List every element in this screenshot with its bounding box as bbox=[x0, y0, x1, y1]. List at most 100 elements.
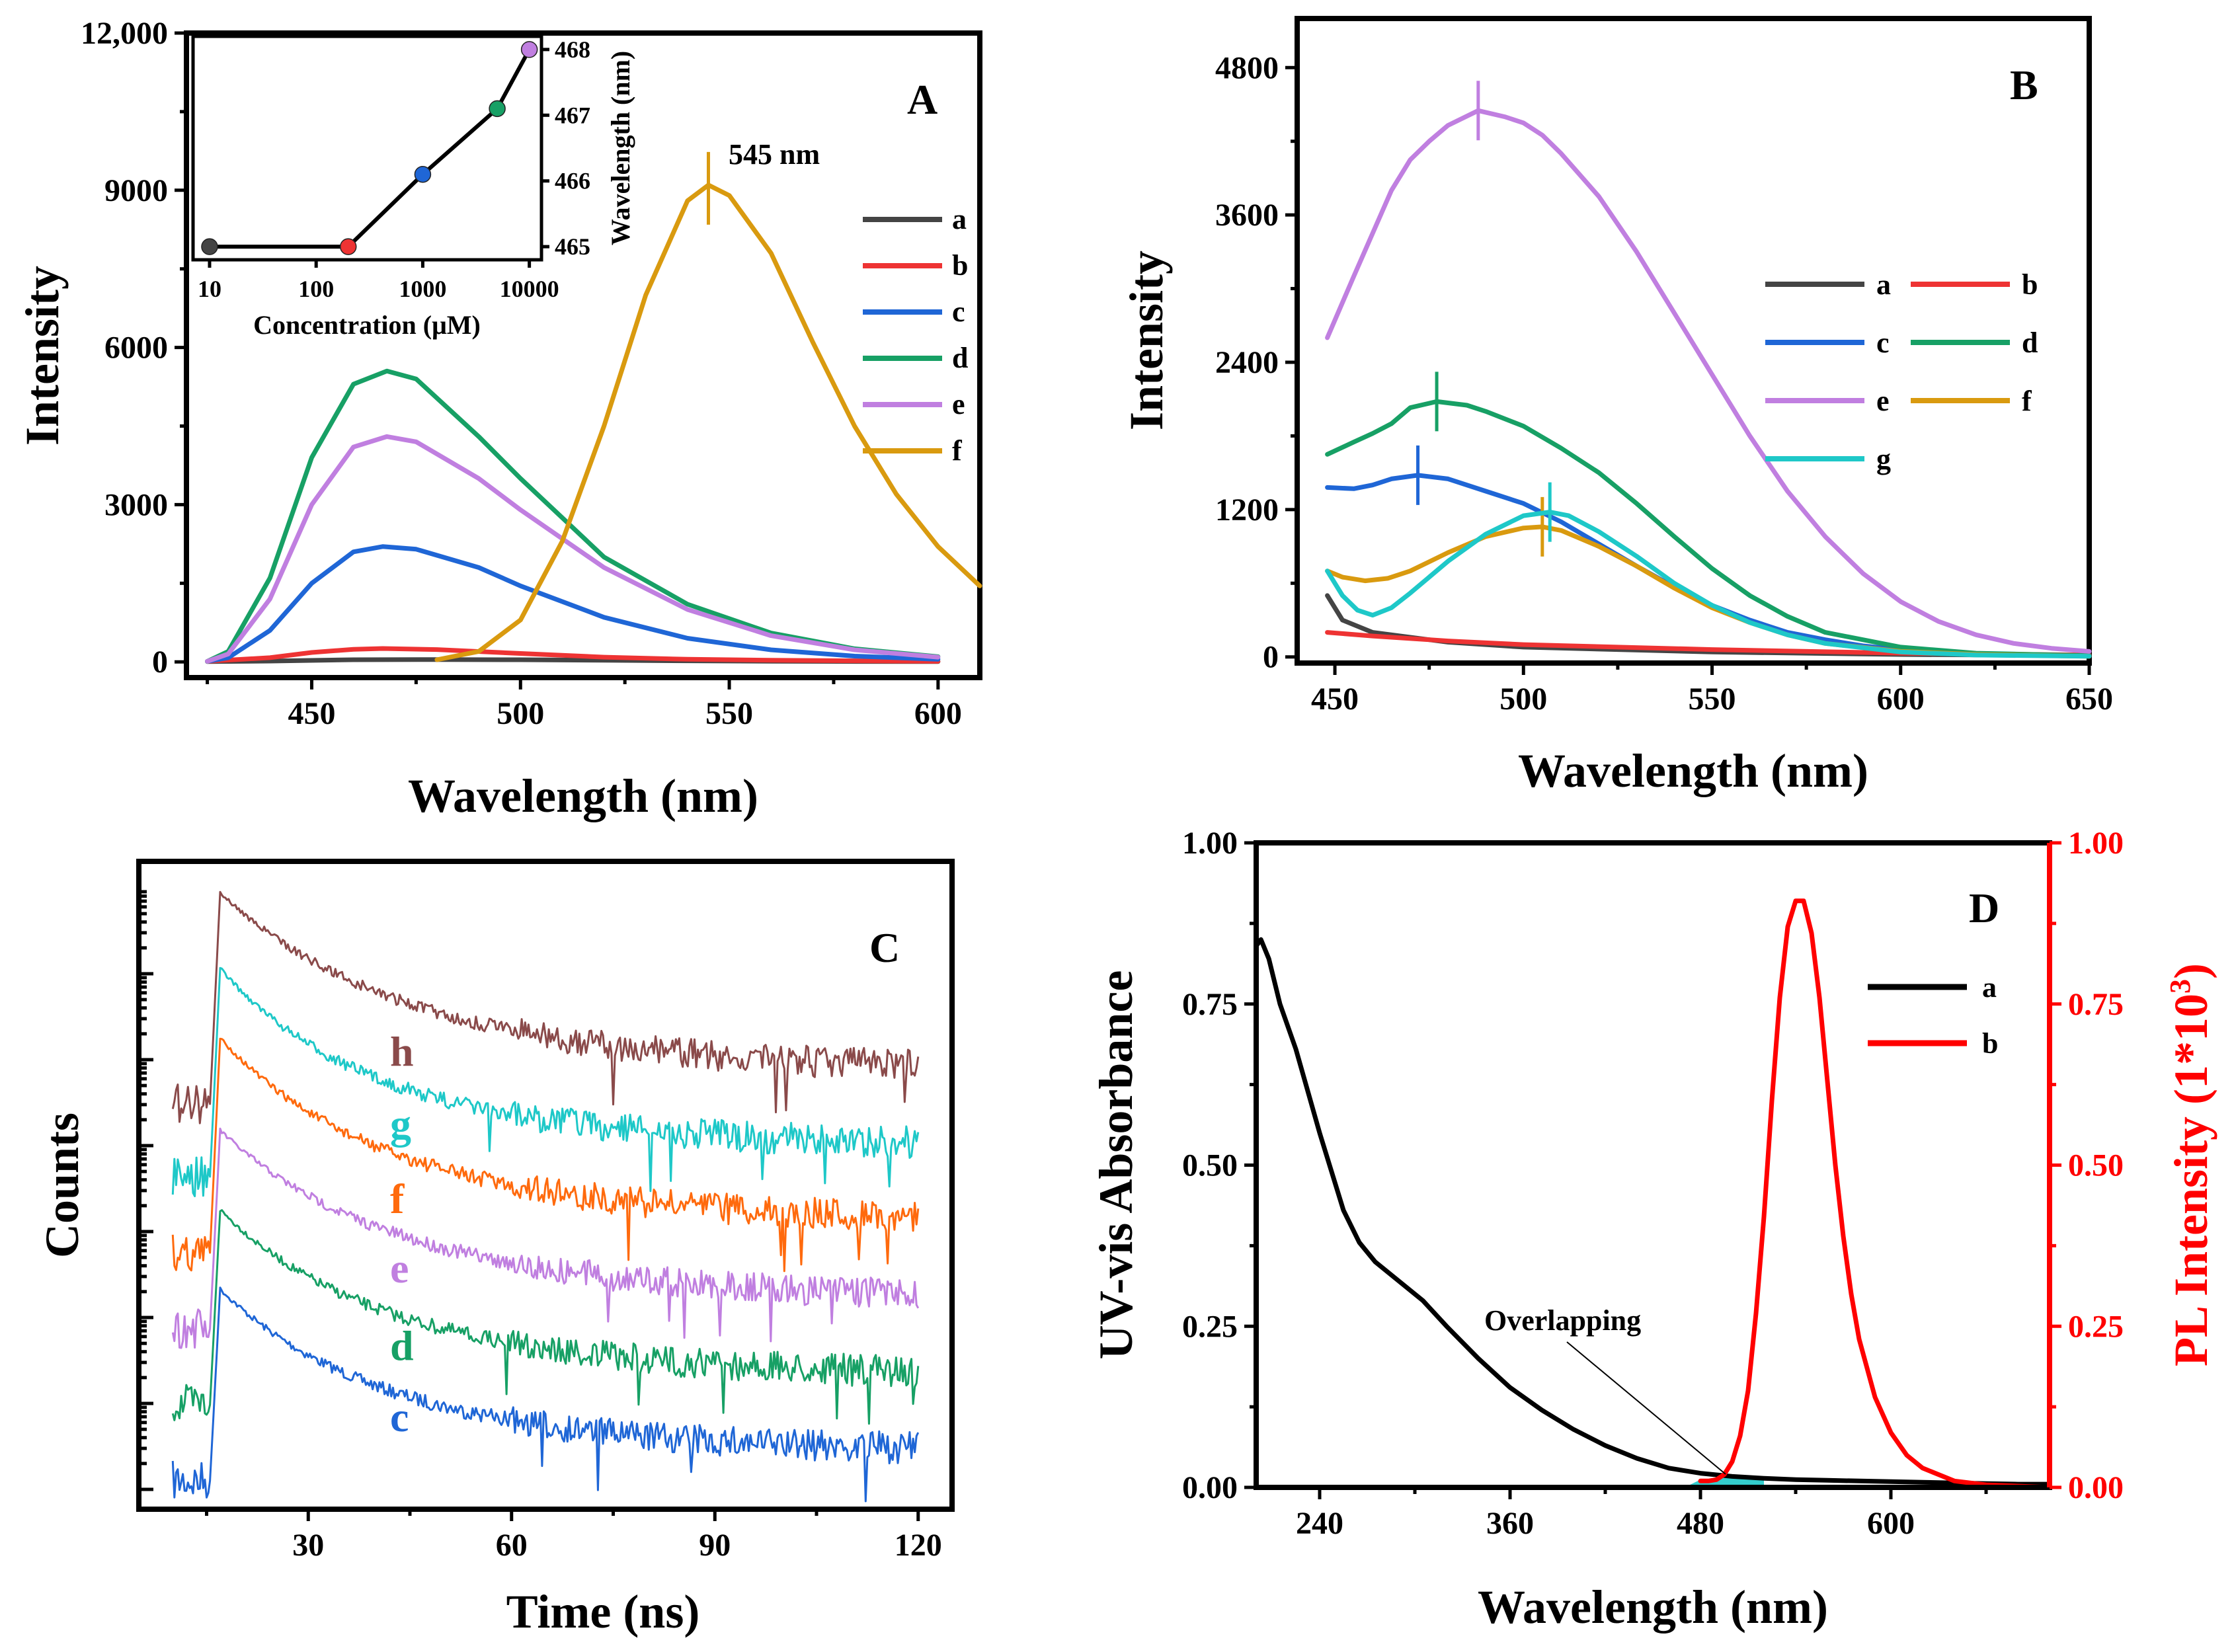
panel-c-x-tick-label: 90 bbox=[699, 1528, 731, 1563]
panel-b-letter: B bbox=[2010, 61, 2038, 108]
panel-a-y-label: Intensity bbox=[16, 266, 69, 446]
inset-y-tick-label: 467 bbox=[555, 102, 590, 128]
panel-b: 450 500 550 600 650 0 1200 2400 3600 4800 Wavelen… bbox=[1120, 16, 2113, 797]
panel-a-legend-label-b: b bbox=[952, 249, 968, 282]
overlap-annotation: Overlapping bbox=[1484, 1304, 1641, 1337]
panel-d-right-y-tick-label: 1.00 bbox=[2068, 826, 2124, 861]
panel-b-x-tick-label: 550 bbox=[1689, 682, 1736, 717]
inset-y-tick-label: 465 bbox=[555, 233, 590, 260]
panel-a-plot-frame bbox=[184, 30, 982, 680]
panel-c-x-tick-label: 120 bbox=[895, 1528, 942, 1563]
panel-b-series-g bbox=[1325, 510, 2092, 659]
panel-d-x-tick-label: 360 bbox=[1486, 1506, 1534, 1541]
panel-a-x-tick-label: 500 bbox=[497, 696, 544, 731]
panel-c-series-label-c: c bbox=[390, 1394, 409, 1440]
panel-a-series-d bbox=[205, 368, 941, 664]
panel-d: 240 360 480 600 0.00 0.25 0.50 0.75 1.00 0.00 0.25… bbox=[1090, 826, 2217, 1633]
panel-b-plot-frame bbox=[1295, 16, 2092, 666]
panel-a-legend-label-e: e bbox=[952, 388, 965, 420]
panel-a-y-tick-label: 0 bbox=[152, 645, 168, 680]
panel-d-x-tick-label: 600 bbox=[1867, 1506, 1915, 1541]
panel-b-legend-label-e: e bbox=[1876, 385, 1890, 417]
panel-d-series-a bbox=[1254, 937, 2052, 1487]
panel-c-x-tick-label: 30 bbox=[292, 1528, 324, 1563]
panel-b-series-f bbox=[1325, 524, 2092, 659]
panel-d-y-tick-label: 0.25 bbox=[1182, 1309, 1238, 1344]
panel-c-series-d bbox=[171, 1209, 920, 1425]
panel-a-legend-label-a: a bbox=[952, 203, 967, 235]
panel-d-y-tick-label: 1.00 bbox=[1182, 826, 1238, 861]
panel-d-legend-label-b: b bbox=[1982, 1027, 1998, 1060]
panel-b-y-tick-label: 2400 bbox=[1215, 345, 1279, 380]
panel-d-letter: D bbox=[1969, 885, 1999, 931]
panel-b-x-tick-label: 500 bbox=[1499, 682, 1547, 717]
panel-d-right-y-tick-label: 0.75 bbox=[2068, 987, 2124, 1022]
panel-d-y-tick-label: 0.75 bbox=[1182, 987, 1238, 1022]
panel-d-right-y-label: PL Intensity (1*103) bbox=[2164, 963, 2217, 1366]
panel-b-series-d bbox=[1325, 399, 2092, 658]
panel-a-x-tick-label: 550 bbox=[705, 696, 753, 731]
panel-a-legend-label-c: c bbox=[952, 295, 965, 328]
panel-b-y-tick-label: 3600 bbox=[1215, 198, 1279, 233]
panel-c-letter: C bbox=[869, 924, 900, 971]
panel-c-plot-frame bbox=[136, 859, 955, 1512]
panel-b-y-label: Intensity bbox=[1120, 251, 1173, 430]
inset-y-label: Wavelength (nm) bbox=[606, 51, 635, 245]
panel-c-series-h bbox=[171, 890, 920, 1124]
panel-c-series-label-g: g bbox=[390, 1101, 411, 1148]
inset-line bbox=[210, 48, 532, 249]
panel-a-inset: 10 100 1000 10000 465 466 467 468 Concentration… bbox=[191, 34, 635, 340]
inset-point bbox=[339, 238, 357, 255]
panel-a-series-c bbox=[205, 544, 941, 664]
panel-c-x-tick-label: 60 bbox=[496, 1528, 528, 1563]
panel-b-x-label: Wavelength (nm) bbox=[1518, 744, 1868, 797]
panel-b-legend-label-d: d bbox=[2022, 327, 2038, 359]
inset-point bbox=[414, 166, 432, 183]
panel-b-legend-label-f: f bbox=[2022, 385, 2032, 417]
inset-x-tick-label: 100 bbox=[298, 276, 334, 302]
panel-d-x-label: Wavelength (nm) bbox=[1478, 1581, 1828, 1633]
panel-c-y-label: Counts bbox=[36, 1113, 89, 1258]
panel-d-plot-frame bbox=[1254, 840, 2052, 1490]
panel-c-x-label: Time (ns) bbox=[506, 1585, 700, 1638]
panel-c-series-g bbox=[171, 966, 920, 1197]
panel-a-peak-annotation: 545 nm bbox=[729, 138, 820, 171]
inset-y-tick-label: 468 bbox=[555, 36, 590, 63]
panel-a-y-tick-label: 3000 bbox=[104, 487, 168, 522]
panel-c-series-c bbox=[171, 1286, 920, 1503]
panel-b-y-tick-label: 0 bbox=[1263, 640, 1279, 675]
panel-b-x-tick-label: 650 bbox=[2065, 682, 2113, 717]
inset-x-label: Concentration (μM) bbox=[253, 310, 481, 340]
panel-b-y-tick-label: 4800 bbox=[1215, 50, 1279, 85]
panel-a-letter: A bbox=[907, 76, 938, 123]
inset-plot-frame bbox=[191, 34, 543, 262]
panel-d-series-b bbox=[1698, 898, 2052, 1490]
panel-d-x-tick-label: 240 bbox=[1296, 1506, 1343, 1541]
panel-a-x-label: Wavelength (nm) bbox=[408, 769, 758, 822]
inset-y-tick-label: 466 bbox=[555, 168, 590, 194]
panel-a-y-tick-label: 9000 bbox=[104, 173, 168, 208]
panel-d-x-tick-label: 480 bbox=[1677, 1506, 1724, 1541]
panel-d-right-y-tick-label: 0.25 bbox=[2068, 1309, 2124, 1344]
panel-c-series-e bbox=[171, 1127, 920, 1349]
panel-d-legend-label-a: a bbox=[1982, 971, 1997, 1003]
panel-c-series-f bbox=[171, 1037, 920, 1273]
panel-a-y-tick-label: 12,000 bbox=[81, 16, 168, 51]
panel-b-legend-label-a: a bbox=[1876, 268, 1891, 301]
panel-d-y-label: UV-vis Absorbance bbox=[1090, 970, 1142, 1360]
inset-point bbox=[201, 238, 218, 255]
inset-x-tick-label: 1000 bbox=[399, 276, 446, 302]
panel-c-series-label-h: h bbox=[390, 1028, 414, 1075]
panel-b-x-tick-label: 450 bbox=[1311, 682, 1359, 717]
panel-b-y-tick-label: 1200 bbox=[1215, 492, 1279, 528]
panel-c-series-label-f: f bbox=[390, 1175, 405, 1222]
panel-a-legend-label-d: d bbox=[952, 342, 968, 374]
panel-b-series-e bbox=[1325, 108, 2092, 654]
panel-c-series-label-d: d bbox=[390, 1322, 414, 1369]
panel-d-right-y-tick-label: 0.00 bbox=[2068, 1470, 2124, 1505]
panel-a-x-tick-label: 450 bbox=[288, 696, 335, 731]
panel-a-y-tick-label: 6000 bbox=[104, 331, 168, 366]
